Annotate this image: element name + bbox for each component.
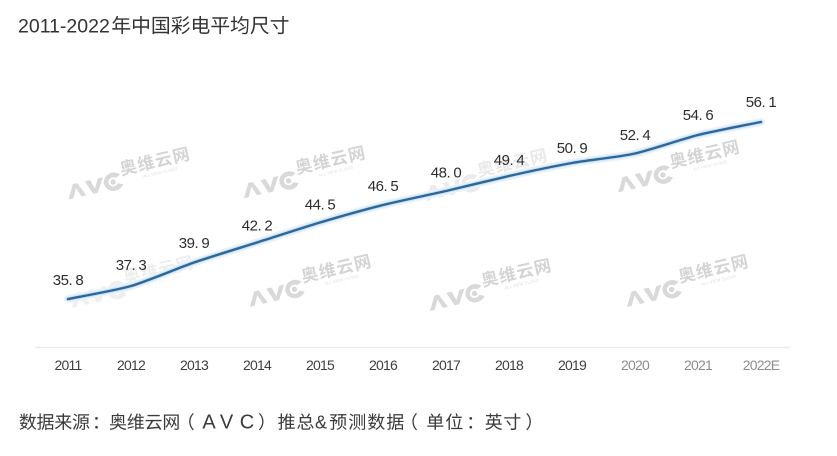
svg-text:35. 8: 35. 8 — [53, 272, 84, 289]
svg-text:37. 3: 37. 3 — [116, 257, 147, 274]
svg-text:2011: 2011 — [55, 357, 83, 373]
svg-text:2022E: 2022E — [743, 357, 780, 373]
svg-text:2012: 2012 — [117, 357, 146, 373]
svg-text:V: V — [220, 412, 234, 434]
svg-text:2015: 2015 — [306, 357, 335, 373]
svg-text:39. 9: 39. 9 — [179, 235, 210, 252]
svg-text:2019: 2019 — [558, 357, 587, 373]
svg-text:A: A — [202, 412, 216, 434]
svg-text:2014: 2014 — [243, 357, 272, 373]
svg-text:2013: 2013 — [180, 357, 209, 373]
svg-text:54. 6: 54. 6 — [683, 107, 714, 124]
svg-text:50. 9: 50. 9 — [557, 140, 588, 157]
svg-text:C: C — [240, 412, 254, 434]
svg-text:2021: 2021 — [684, 357, 713, 373]
svg-text:48. 0: 48. 0 — [431, 164, 462, 181]
svg-text:2016: 2016 — [369, 357, 398, 373]
svg-text:44. 5: 44. 5 — [305, 197, 336, 214]
svg-text:2011-2022: 2011-2022 — [18, 15, 110, 37]
svg-text:46. 5: 46. 5 — [368, 178, 399, 195]
svg-text:&: & — [315, 413, 327, 433]
svg-text:2017: 2017 — [432, 357, 461, 373]
svg-text:52. 4: 52. 4 — [620, 127, 651, 144]
svg-text:2020: 2020 — [621, 357, 650, 373]
svg-text:2018: 2018 — [495, 357, 524, 373]
svg-text:49. 4: 49. 4 — [494, 152, 525, 169]
svg-text:56. 1: 56. 1 — [746, 94, 777, 111]
svg-text:42. 2: 42. 2 — [242, 217, 273, 234]
